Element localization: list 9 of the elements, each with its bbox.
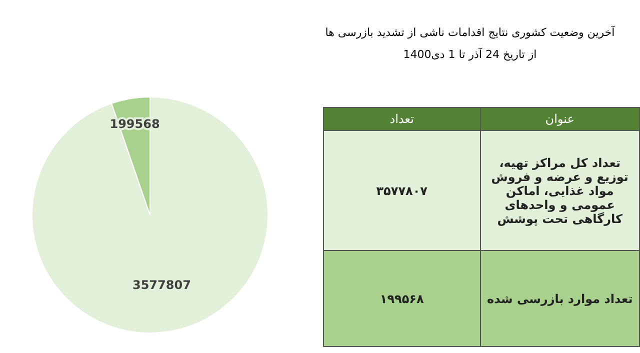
text: عنوان	[480, 108, 640, 130]
text: ۳۵۷۷۸۰۷	[324, 130, 480, 250]
data-label: 3577807	[132, 278, 191, 292]
text: از تاریخ 24 آذر تا 1 دی1400	[403, 47, 537, 61]
text: تعداد کل مراکز تهیه، توزیع و عرضه و فروش مواد غذایی، اماکن عمومی و واحدهای کارگاهی تحت پوشش	[480, 130, 640, 250]
text: آخرین وضعیت کشوری نتایج اقدامات ناشی از تشدید بازرسی ها	[325, 25, 616, 39]
text: تعداد	[324, 108, 480, 130]
text: ۱۹۹۵۶۸	[324, 250, 480, 346]
text: تعداد موارد بازرسی شده	[480, 250, 640, 346]
